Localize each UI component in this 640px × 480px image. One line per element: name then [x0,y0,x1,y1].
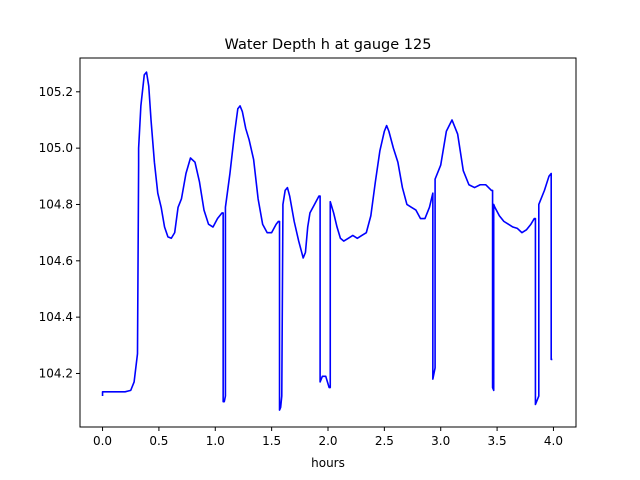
chart-title: Water Depth h at gauge 125 [225,37,432,53]
x-tick-label: 3.0 [431,434,450,448]
y-tick-label: 104.6 [39,254,73,268]
x-tick-label: 1.0 [206,434,225,448]
series-layer [101,71,553,411]
x-tick-label: 3.5 [488,434,507,448]
x-tick-label: 2.5 [375,434,394,448]
x-axis-label: hours [311,456,345,470]
x-tick-label: 0.5 [149,434,168,448]
y-tick-label: 104.8 [39,197,73,211]
y-tick-label: 104.4 [39,310,73,324]
y-tick-label: 105.2 [39,85,73,99]
x-axis: 0.0 0.5 1.0 1.5 2.0 2.5 3.0 3.5 4.0 [93,427,563,448]
y-tick-label: 104.2 [39,366,73,380]
y-tick-label: 105.0 [39,141,73,155]
x-tick-label: 4.0 [544,434,563,448]
x-tick-label: 2.0 [318,434,337,448]
x-tick-label: 1.5 [262,434,281,448]
x-tick-label: 0.0 [93,434,112,448]
y-axis: 104.2 104.4 104.6 104.8 105.0 105.2 [39,85,80,380]
series-line-0 [101,71,553,411]
